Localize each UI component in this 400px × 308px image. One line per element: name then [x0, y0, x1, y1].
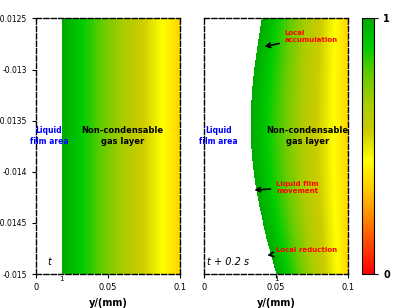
Text: Local reduction: Local reduction [269, 247, 337, 257]
Text: 1: 1 [274, 276, 278, 282]
Text: t + 0.2 s: t + 0.2 s [207, 257, 249, 267]
X-axis label: y/(mm): y/(mm) [256, 298, 296, 308]
Text: 1: 1 [60, 276, 64, 282]
Text: Liquid
film area: Liquid film area [30, 126, 68, 146]
Text: Non-condensable
gas layer: Non-condensable gas layer [81, 126, 164, 146]
Text: Local
accumulation: Local accumulation [266, 30, 338, 47]
X-axis label: y/(mm): y/(mm) [88, 298, 128, 308]
Text: Liquid
film area: Liquid film area [199, 126, 238, 146]
Text: t: t [48, 257, 51, 267]
Text: Non-condensable
gas layer: Non-condensable gas layer [267, 126, 349, 146]
Text: Liquid film
movement: Liquid film movement [256, 181, 319, 194]
